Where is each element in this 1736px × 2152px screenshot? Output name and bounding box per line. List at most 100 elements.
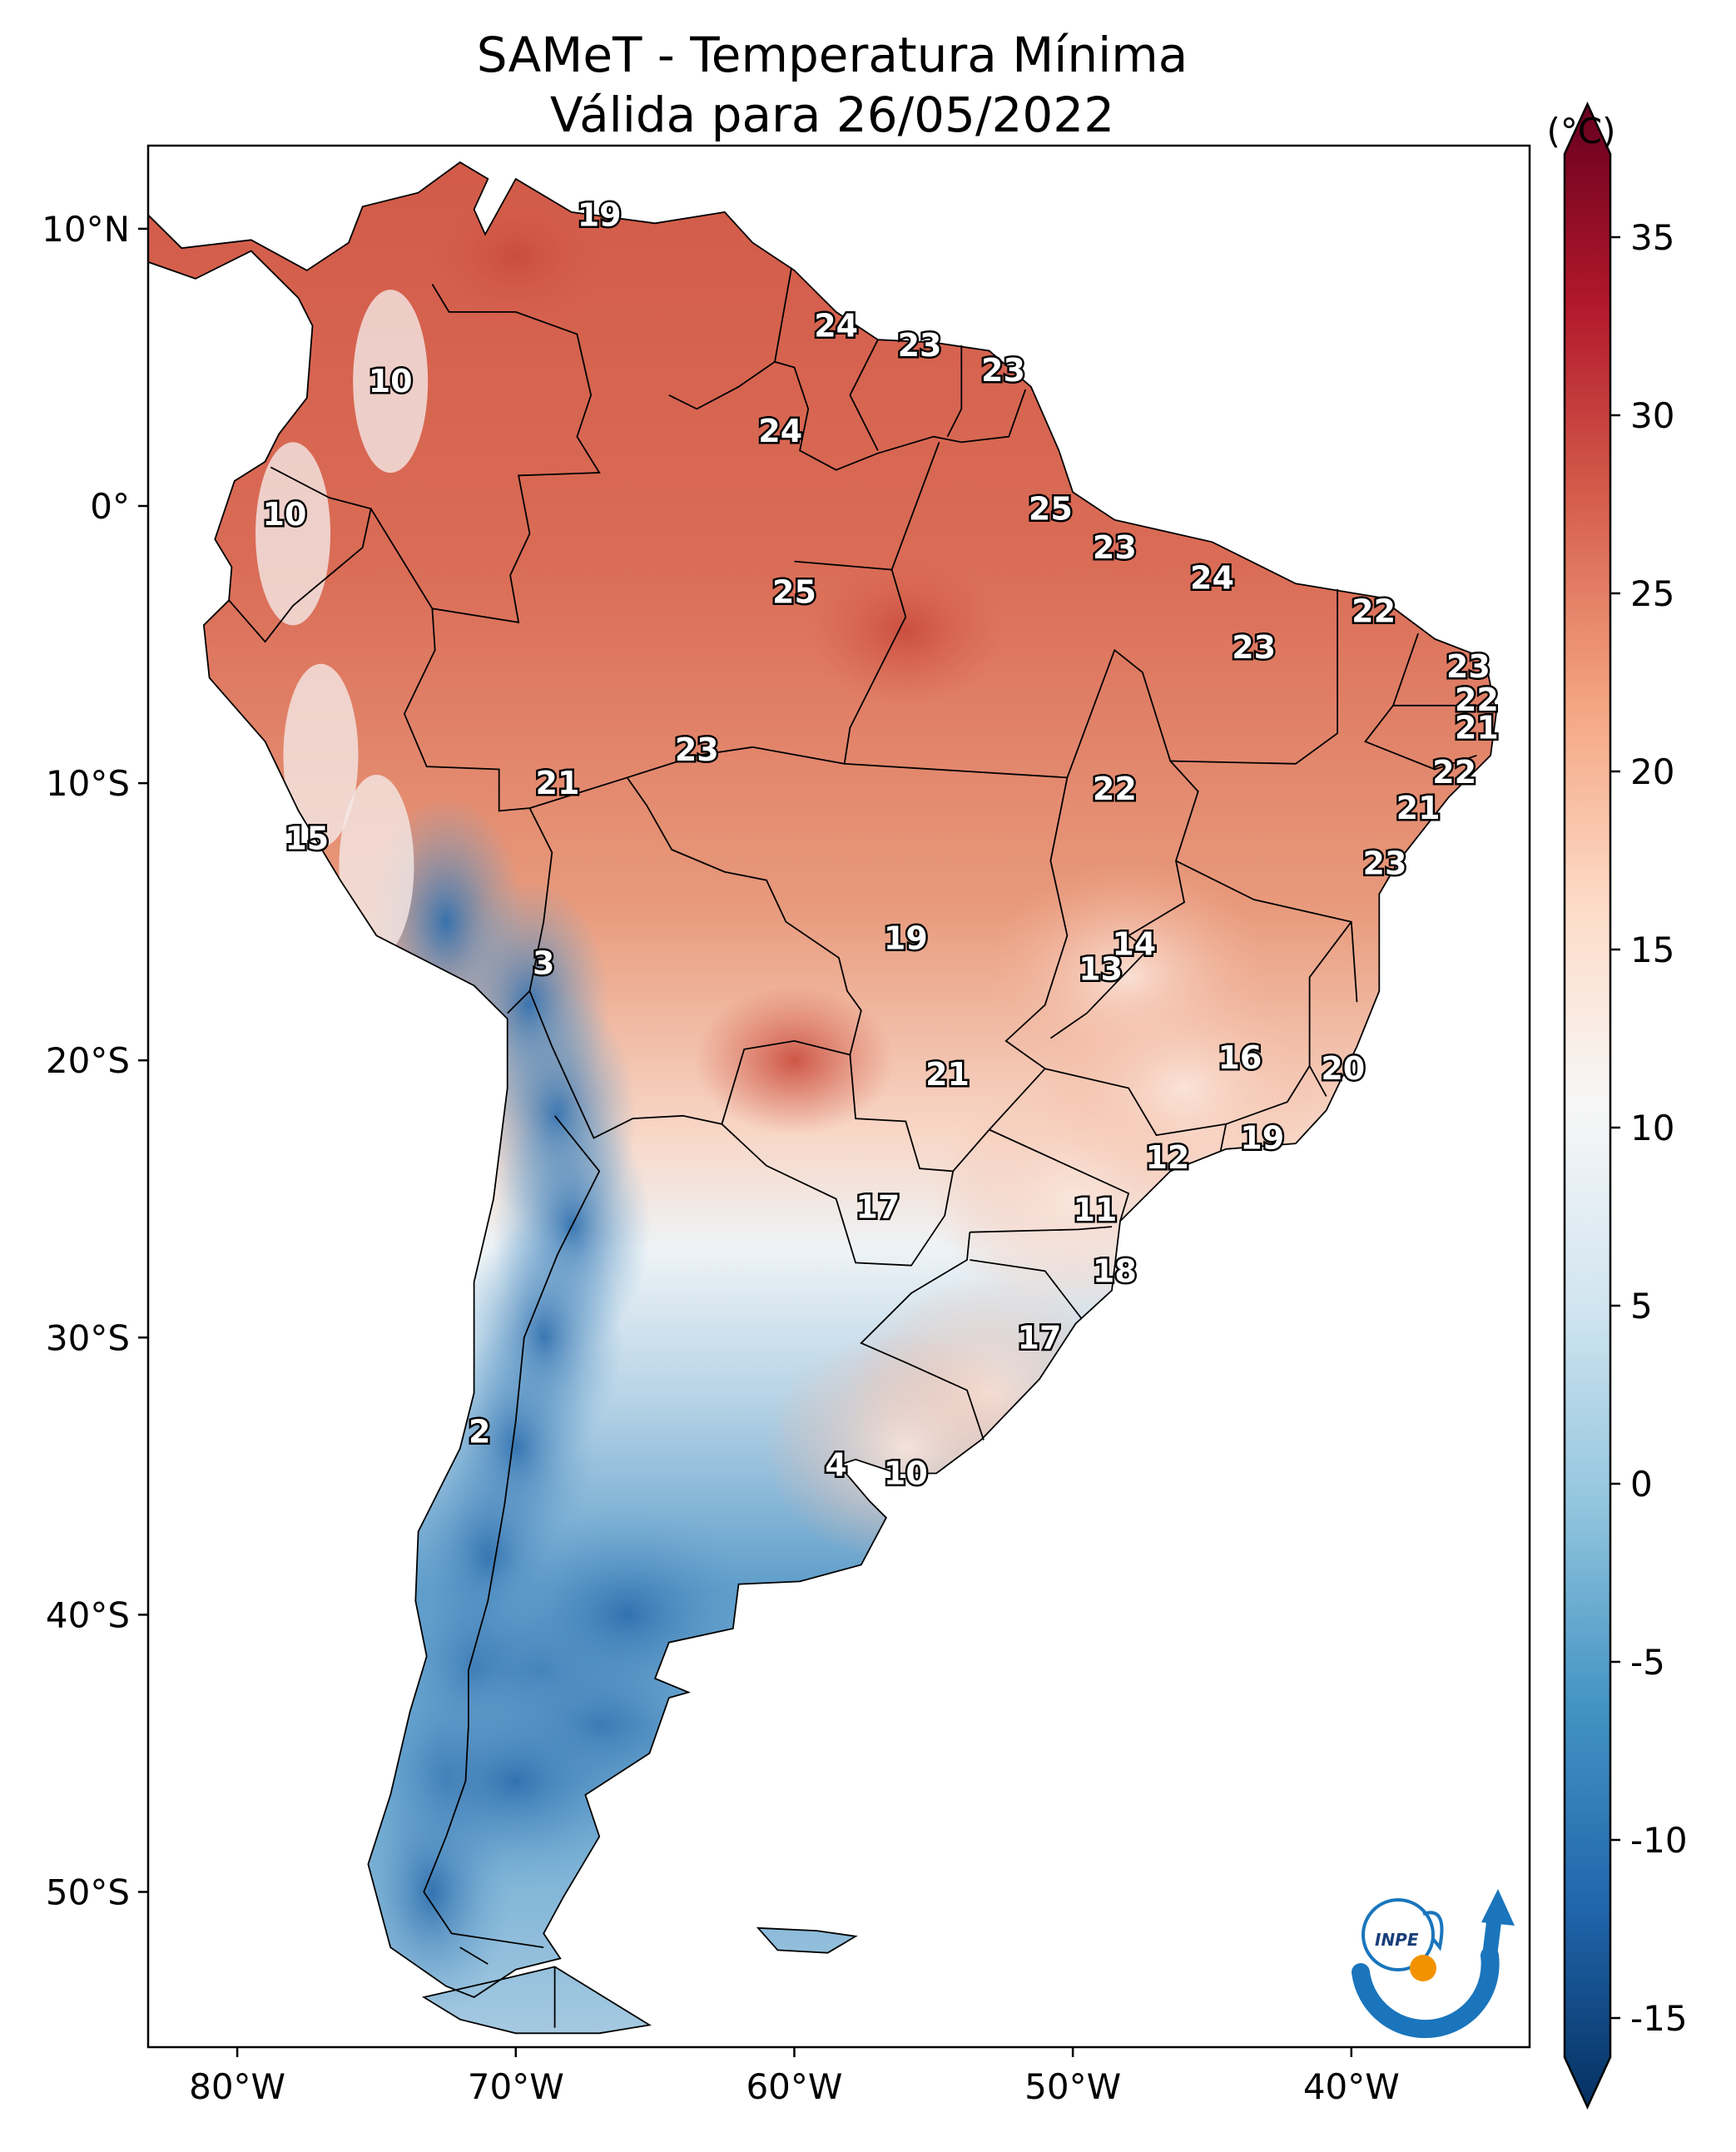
svg-text:INPE: INPE: [1375, 1930, 1419, 1950]
border-line: [403, 608, 553, 1014]
map-frame: [146, 144, 1531, 2049]
station-temperature-label: 13: [1079, 950, 1123, 987]
colorbar-tick-label: 20: [1630, 751, 1674, 792]
colorbar-tick-label: -10: [1630, 1820, 1688, 1861]
station-temperature-label: 23: [1232, 629, 1276, 666]
station-temperature-label: 10: [369, 363, 413, 399]
lon-tick-label: 70°W: [468, 2066, 564, 2107]
station-temperature-label: 3: [533, 945, 554, 982]
lat-tick-label: 10°S: [46, 763, 130, 804]
coastline: [148, 161, 1497, 2035]
chart-title: SAMeT - Temperatura Mínima Válida para 2…: [0, 25, 1664, 145]
station-temperature-label: 25: [772, 573, 816, 610]
border-line: [844, 762, 1069, 1172]
lon-tick-label: 80°W: [189, 2066, 285, 2107]
colorbar-tick-label: 30: [1630, 395, 1674, 436]
colorbar-tick-label: -15: [1630, 1998, 1688, 2039]
station-temperature-label: 21: [1396, 790, 1441, 826]
border-line: [668, 361, 776, 410]
station-temperature-label: 24: [1190, 560, 1234, 597]
station-temperature-label: 12: [1145, 1139, 1189, 1176]
station-temperature-label: 19: [884, 920, 928, 957]
lat-tick-label: 10°N: [42, 209, 130, 250]
colorbar-body: [1563, 101, 1612, 2110]
lon-tick-label: 60°W: [746, 2066, 842, 2107]
colorbar-tick-label: 10: [1630, 1108, 1674, 1148]
station-temperature-label: 21: [1455, 709, 1499, 746]
longitude-axis: 80°W 70°W 60°W 50°W 40°W: [189, 2047, 1400, 2107]
border-line: [1175, 860, 1358, 1003]
station-temperature-label: 20: [1321, 1050, 1365, 1087]
lat-tick-label: 50°S: [46, 1872, 130, 1912]
station-temperature-label: 17: [856, 1189, 900, 1226]
title-line-1: SAMeT - Temperatura Mínima: [476, 27, 1188, 83]
station-temperature-label: 23: [675, 731, 719, 768]
station-temperature-label: 21: [536, 765, 580, 801]
border-line: [970, 1226, 1113, 1233]
latitude-axis: 10°N 0° 10°S 20°S 30°S 40°S 50°S: [42, 209, 148, 1912]
border-line: [890, 442, 940, 570]
station-temperature-label: 22: [1455, 682, 1499, 718]
country-borders: [148, 161, 1497, 2035]
station-temperature-label: 24: [758, 413, 802, 449]
station-temperature-label: 25: [1029, 490, 1073, 527]
border-line: [989, 1128, 1130, 1222]
station-temperature-label: 23: [1093, 529, 1137, 566]
station-temperature-label: 24: [814, 308, 858, 345]
border-line: [627, 560, 907, 779]
lon-tick-label: 40°W: [1303, 2066, 1400, 2107]
station-temperature-label: 19: [578, 196, 622, 233]
station-temperature-label: 18: [1093, 1252, 1137, 1289]
border-line: [1170, 588, 1338, 765]
station-temperature-label: 15: [285, 821, 329, 857]
colorbar-ticks: 35 30 25 20 15 10 5 0 -5 -10 -15: [1610, 217, 1688, 2039]
station-temperature-label: 23: [981, 352, 1025, 389]
title-line-2: Válida para 26/05/2022: [549, 87, 1115, 143]
station-temperature-label: 17: [1018, 1319, 1062, 1356]
border-line: [773, 267, 1027, 471]
colorbar-tick-label: 5: [1630, 1286, 1653, 1326]
station-temperature-label: 4: [825, 1447, 846, 1484]
station-temperature-label: 2: [469, 1414, 490, 1450]
border-line: [1308, 921, 1352, 1097]
border-line: [1219, 1123, 1228, 1153]
station-temperature-label: 21: [925, 1056, 970, 1093]
inpe-logo: INPE: [1352, 1889, 1515, 2039]
station-temperature-label: 14: [1112, 925, 1156, 962]
border-line: [423, 1115, 601, 1948]
colorbar-tick-label: 25: [1630, 573, 1674, 614]
border-line: [270, 284, 601, 623]
station-temperature-label: 23: [898, 327, 942, 364]
colorbar-unit: (°C): [1546, 111, 1615, 151]
station-temperature-label: 22: [1432, 754, 1476, 791]
lat-tick-label: 40°S: [46, 1594, 130, 1635]
border-line: [528, 776, 862, 1139]
lat-tick-label: 30°S: [46, 1317, 130, 1358]
station-temperature-label: 16: [1218, 1039, 1262, 1076]
border-line: [459, 1946, 489, 1965]
colorbar: 35 30 25 20 15 10 5 0 -5 -10 -15: [1563, 101, 1688, 2110]
border-line: [721, 1054, 955, 1267]
station-temperature-label: 10: [884, 1455, 928, 1492]
station-temperature-label: 11: [1073, 1192, 1117, 1228]
station-temperature-label: 23: [1446, 648, 1490, 685]
border-line: [946, 345, 963, 438]
lat-tick-label: 0°: [90, 486, 130, 527]
map-area: [148, 146, 1530, 2047]
station-temperature-label: 23: [1363, 845, 1407, 882]
border-line: [849, 339, 879, 451]
station-temperature-label: 22: [1352, 593, 1396, 630]
border-line: [1044, 1065, 1311, 1137]
station-temperature-label: 10: [263, 496, 307, 533]
station-temperature-label: 19: [1240, 1119, 1284, 1156]
station-temperature-label: 22: [1093, 771, 1137, 807]
colorbar-tick-label: 35: [1630, 217, 1674, 258]
colorbar-tick-label: 0: [1630, 1464, 1653, 1505]
border-line: [860, 1232, 985, 1440]
colorbar-tick-label: -5: [1630, 1642, 1665, 1683]
lat-tick-label: 20°S: [46, 1040, 130, 1081]
border-line: [1364, 705, 1477, 771]
colorbar-tick-label: 15: [1630, 930, 1674, 970]
